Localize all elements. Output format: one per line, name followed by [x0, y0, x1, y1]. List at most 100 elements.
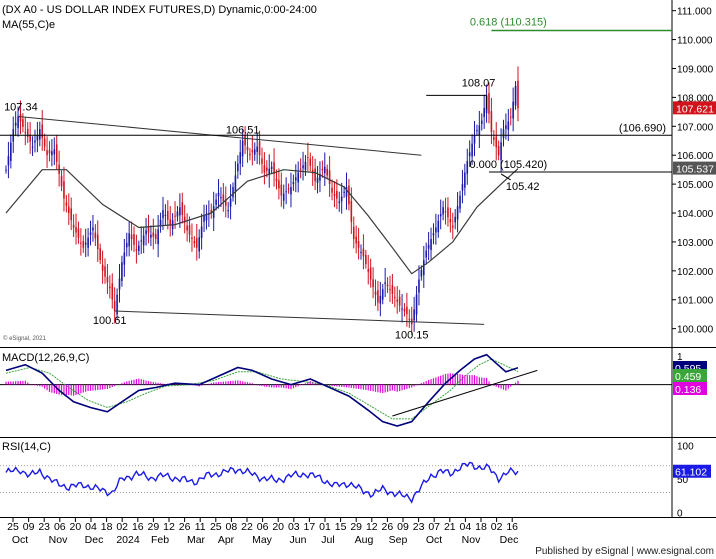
candle-body — [188, 225, 191, 235]
candle-body — [229, 198, 232, 207]
candle-body — [251, 150, 254, 153]
month-label: Jul — [321, 534, 334, 546]
price-tick-label: 103.000 — [677, 238, 714, 249]
candle-body — [217, 192, 220, 197]
candle-body — [336, 190, 338, 199]
candle-body — [77, 228, 80, 238]
candle-body — [490, 111, 493, 133]
candle-body — [374, 291, 377, 295]
x-tick-label: 02 — [116, 521, 128, 533]
month-label: May — [252, 534, 273, 546]
candle-body — [92, 227, 94, 231]
macd-line — [5, 353, 519, 427]
rsi-pane-title: RSI(14,C) — [2, 441, 51, 453]
price-tick-label: 106.000 — [677, 151, 714, 162]
candle-body — [19, 114, 22, 122]
candle-body — [208, 213, 210, 215]
trendline — [18, 115, 422, 156]
x-tick-label: 03 — [288, 521, 300, 533]
x-tick-label: 08 — [226, 521, 238, 533]
candle-body — [101, 264, 104, 271]
candle-body — [135, 249, 138, 251]
candle-body — [493, 137, 495, 140]
price-tick-label: 105.000 — [677, 180, 714, 191]
candle-body — [104, 266, 106, 277]
candle-body — [396, 299, 399, 302]
price-tick-label: 110.000 — [677, 36, 713, 47]
candle-body — [55, 144, 58, 162]
candle-body — [125, 242, 128, 248]
candle-body — [154, 234, 157, 240]
resistance-level-label: (106.690) — [619, 122, 666, 134]
x-tick-label: 18 — [475, 521, 487, 533]
candle-body — [215, 199, 217, 205]
candle-body — [140, 240, 143, 242]
candle-body — [109, 286, 111, 289]
rsi-value-label: 61.102 — [675, 467, 707, 479]
candle-body — [451, 225, 454, 228]
candle-body — [65, 202, 68, 206]
candle-body — [130, 234, 133, 240]
x-tick-label: 15 — [335, 521, 347, 533]
price-tick-label: 101.000 — [677, 296, 714, 307]
candle-body — [75, 226, 77, 233]
candle-body — [408, 318, 411, 320]
candle-body — [87, 237, 89, 248]
rsi-tick-label: 100 — [677, 442, 694, 453]
candle-body — [307, 157, 309, 159]
candle-body — [447, 207, 449, 218]
fib-618-label: 0.618 (110.315) — [470, 16, 547, 28]
candle-body — [150, 234, 152, 238]
ma-value-box — [673, 161, 716, 175]
candle-body — [507, 121, 510, 130]
x-tick-label: 29 — [148, 521, 160, 533]
candle-body — [517, 80, 519, 109]
candle-body — [106, 276, 109, 283]
candle-body — [352, 226, 355, 240]
price-tick-label: 109.000 — [677, 64, 714, 75]
month-label: Dec — [85, 534, 104, 546]
x-tick-label: 01 — [319, 521, 331, 533]
candle-body — [147, 226, 150, 233]
candle-body — [111, 283, 114, 300]
price-annotation: 108.07 — [462, 77, 496, 89]
candle-body — [256, 146, 258, 152]
candle-body — [84, 242, 87, 245]
price-annotation: 100.61 — [93, 315, 127, 327]
candle-body — [488, 93, 490, 114]
signal-value-box — [673, 369, 707, 382]
x-tick-label: 17 — [304, 521, 316, 533]
candle-body — [338, 201, 341, 203]
candle-body — [46, 150, 48, 156]
candle-body — [41, 124, 44, 138]
candle-body — [261, 158, 263, 164]
price-tick-label: 102.000 — [677, 267, 714, 278]
candle-body — [495, 136, 498, 148]
candle-body — [34, 140, 36, 143]
candle-body — [442, 207, 444, 215]
candle-body — [321, 168, 324, 171]
candle-body — [360, 252, 362, 254]
candle-body — [459, 195, 461, 209]
rsi-tick-label: 50 — [677, 475, 689, 486]
candle-body — [439, 213, 442, 217]
candle-body — [422, 260, 425, 276]
candle-body — [186, 225, 188, 231]
candle-body — [415, 294, 418, 315]
candle-body — [10, 142, 12, 162]
candle-body — [311, 169, 314, 174]
candle-body — [268, 168, 271, 175]
candle-body — [345, 187, 348, 197]
x-tick-label: 04 — [460, 521, 472, 533]
candle-body — [483, 107, 485, 118]
candle-body — [31, 146, 34, 148]
x-tick-label: 11 — [195, 521, 206, 533]
price-tick-label: 108.000 — [677, 93, 714, 104]
candle-body — [14, 122, 17, 126]
candle-body — [381, 289, 384, 300]
candle-body — [96, 234, 99, 250]
x-tick-label: 09 — [23, 521, 35, 533]
candle-body — [169, 219, 172, 225]
candle-body — [176, 211, 179, 217]
